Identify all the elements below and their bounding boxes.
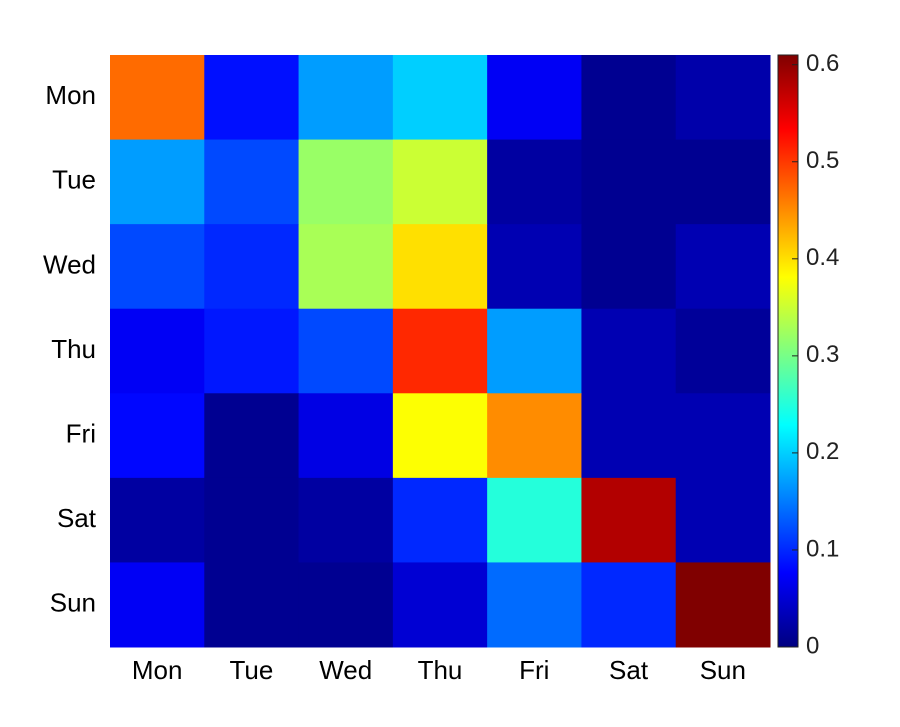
cell: [110, 308, 205, 394]
cell: [581, 308, 677, 394]
cell: [204, 55, 300, 141]
cell: [581, 562, 677, 648]
cell: [392, 224, 488, 310]
y-tick-label: Mon: [45, 80, 96, 110]
cell: [110, 224, 205, 310]
cell: [675, 393, 771, 479]
cell: [487, 55, 582, 141]
cell: [298, 55, 394, 141]
colorbar-tick-label: 0.4: [806, 244, 839, 271]
x-tick-label: Tue: [230, 655, 274, 685]
y-tick-label: Sat: [57, 503, 97, 533]
cell: [298, 393, 394, 479]
x-tick-label: Mon: [132, 655, 183, 685]
cell: [204, 139, 300, 225]
cell: [392, 308, 488, 394]
cell: [581, 477, 677, 563]
y-tick-label: Sun: [50, 588, 96, 618]
colorbar-tick-label: 0.1: [806, 535, 839, 562]
cell: [487, 477, 582, 563]
cell: [110, 393, 205, 479]
cell: [581, 139, 677, 225]
y-tick-label: Thu: [51, 334, 96, 364]
cell: [581, 393, 677, 479]
cell: [675, 139, 771, 225]
y-tick-label: Wed: [43, 249, 96, 279]
cell: [110, 55, 205, 141]
x-tick-label: Sat: [609, 655, 649, 685]
cell: [675, 308, 771, 394]
cell: [204, 562, 300, 648]
cell: [110, 477, 205, 563]
cell: [487, 562, 582, 648]
cell: [204, 477, 300, 563]
cell: [392, 477, 488, 563]
colorbar-tick-label: 0.3: [806, 341, 839, 368]
cell: [487, 393, 582, 479]
x-tick-label: Wed: [319, 655, 372, 685]
colorbar: [777, 54, 799, 648]
cell: [581, 224, 677, 310]
cell: [298, 139, 394, 225]
cell: [110, 139, 205, 225]
cell: [298, 562, 394, 648]
colorbar-tick-label: 0.6: [806, 50, 839, 77]
cell: [392, 562, 488, 648]
y-tick-label: Fri: [66, 418, 96, 448]
cell: [392, 393, 488, 479]
x-tick-label: Thu: [418, 655, 463, 685]
cell: [675, 55, 771, 141]
cell: [204, 224, 300, 310]
cell: [298, 477, 394, 563]
cell: [675, 224, 771, 310]
x-tick-label: Fri: [519, 655, 549, 685]
cell: [487, 224, 582, 310]
cell: [487, 139, 582, 225]
colorbar-tick-label: 0.2: [806, 438, 839, 465]
x-tick-label: Sun: [700, 655, 746, 685]
cell: [298, 224, 394, 310]
colorbar-tick-label: 0: [806, 632, 819, 659]
cell: [392, 55, 488, 141]
cell: [675, 562, 771, 648]
cell: [487, 308, 582, 394]
cell: [675, 477, 771, 563]
colorbar-tick-label: 0.5: [806, 147, 839, 174]
cell: [204, 308, 300, 394]
cell: [110, 562, 205, 648]
y-tick-label: Tue: [52, 165, 96, 195]
cell: [581, 55, 677, 141]
cell: [298, 308, 394, 394]
cell: [392, 139, 488, 225]
cell: [204, 393, 300, 479]
